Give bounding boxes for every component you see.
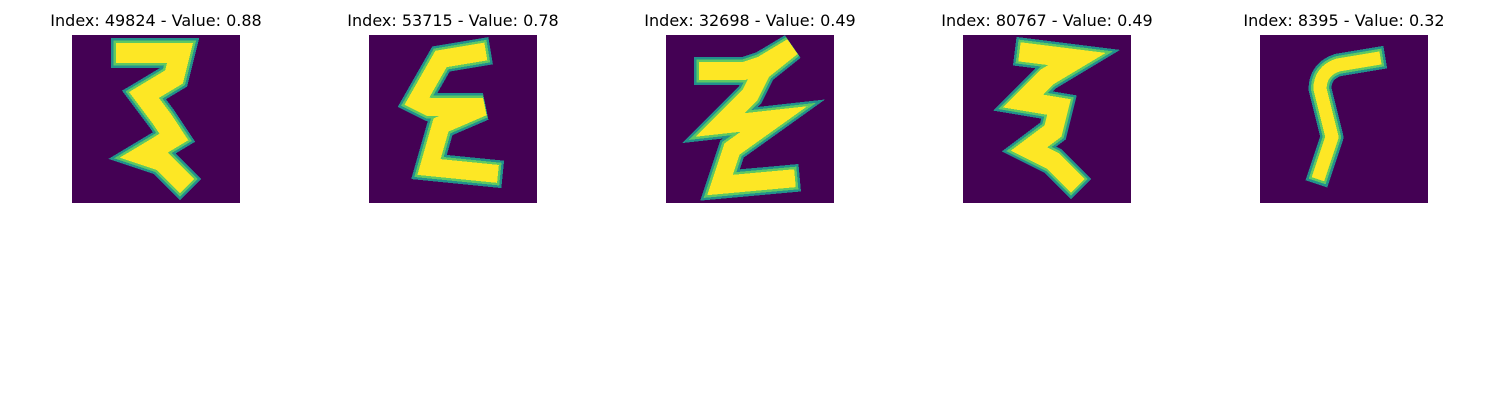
image-panel-4: Index: 80767 - Value: 0.49 [897,10,1197,210]
panel-title-5: Index: 8395 - Value: 0.32 [1243,11,1445,30]
image-panel-3: Index: 32698 - Value: 0.49 [600,10,900,210]
image-panel-1: Index: 49824 - Value: 0.88 [6,10,306,210]
image-panel-2: Index: 53715 - Value: 0.78 [303,10,603,210]
image-panel-5: Index: 8395 - Value: 0.32 [1194,10,1494,210]
panel-title-3: Index: 32698 - Value: 0.49 [644,11,856,30]
zigzag-digit-icon [72,35,240,203]
s-curve-digit-icon [1260,35,1428,203]
panel-title-1: Index: 49824 - Value: 0.88 [50,11,262,30]
panel-title-4: Index: 80767 - Value: 0.49 [941,11,1153,30]
epsilon-digit-icon [369,35,537,203]
panel-title-2: Index: 53715 - Value: 0.78 [347,11,559,30]
zigzag-digit-icon [963,35,1131,203]
epsilon-digit-icon [666,35,834,203]
